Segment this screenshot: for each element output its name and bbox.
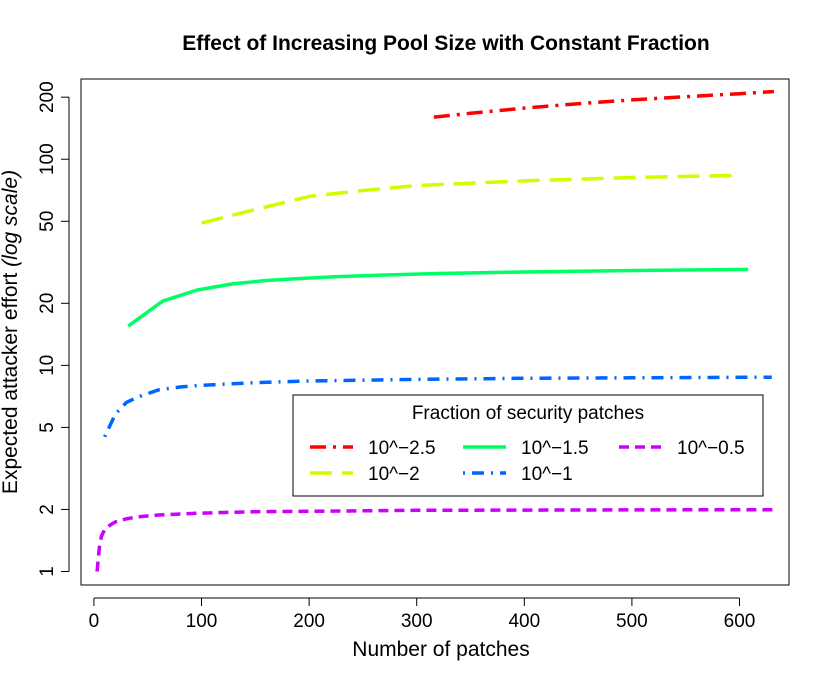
series-line xyxy=(95,507,774,572)
legend-title: Fraction of security patches xyxy=(412,403,644,424)
legend-label: 10^−2.5 xyxy=(368,438,436,459)
legend-box xyxy=(292,394,764,497)
x-tick-label: 300 xyxy=(401,611,433,632)
x-axis-label: Number of patches xyxy=(352,638,529,661)
plot-frame xyxy=(80,78,790,586)
y-tick-label: 1 xyxy=(37,566,58,577)
x-tick-label: 200 xyxy=(293,611,325,632)
y-axis-label-main: Expected attacker effort xyxy=(0,267,22,494)
y-tick-label: 5 xyxy=(37,422,58,433)
x-tick-label: 500 xyxy=(616,611,648,632)
legend-label: 10^−1.5 xyxy=(521,438,589,459)
legend-label: 10^−2 xyxy=(368,464,420,485)
series-line xyxy=(201,173,740,225)
y-tick-label: 20 xyxy=(37,293,58,314)
series-layer xyxy=(95,89,775,572)
y-tick-label: 10 xyxy=(37,355,58,376)
x-tick-label: 100 xyxy=(186,611,218,632)
legend-label: 10^−1 xyxy=(521,464,573,485)
y-tick-label: 200 xyxy=(37,81,58,113)
y-axis: 1 2 5 10 20 50 100 200 xyxy=(37,81,70,577)
x-tick-label: 600 xyxy=(724,611,756,632)
series-line xyxy=(433,89,775,119)
y-tick-label: 100 xyxy=(37,143,58,175)
x-axis: 0 100 200 300 400 500 600 xyxy=(89,597,756,632)
series-line xyxy=(103,375,772,438)
y-axis-label: Expected attacker effort (log scale) xyxy=(0,170,22,494)
x-tick-label: 0 xyxy=(89,611,100,632)
series-line xyxy=(127,267,749,328)
legend-label: 10^−0.5 xyxy=(677,438,745,459)
y-tick-label: 2 xyxy=(37,504,58,515)
y-axis-label-italic: (log scale) xyxy=(0,170,22,267)
chart-title: Effect of Increasing Pool Size with Cons… xyxy=(182,32,709,55)
x-tick-label: 400 xyxy=(508,611,540,632)
legend-entries: 10^−2.5 10^−2 10^−1.5 10^−1 10^−0.5 xyxy=(310,438,745,485)
legend: Fraction of security patches 10^−2.510^−… xyxy=(292,394,764,497)
y-tick-label: 50 xyxy=(37,211,58,232)
